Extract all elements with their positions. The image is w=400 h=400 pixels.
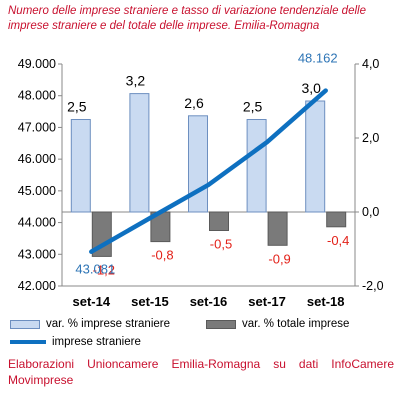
x-tick-label: set-18 — [307, 294, 345, 309]
chart-axes: 42.000 43.000 44.000 45.000 46.000 47.000 48.0… — [18, 57, 384, 309]
data-label-var-imprese-straniere: 3,2 — [126, 73, 146, 89]
legend-item-imprese-straniere: imprese straniere — [10, 334, 141, 350]
data-label-imprese-straniere-end: 48.162 — [298, 51, 338, 66]
y-left-tick-label: 42.000 — [18, 279, 56, 293]
y-left-tick-label: 46.000 — [18, 152, 56, 166]
chart-bars — [70, 93, 347, 257]
y-right-tick-label: -2,0 — [362, 279, 384, 293]
legend-label: var. % totale imprese — [242, 318, 350, 330]
data-label-var-imprese-straniere: 3,0 — [301, 80, 321, 96]
bar-var-totale-imprese — [209, 211, 229, 231]
line-imprese-straniere — [89, 88, 328, 254]
y-right-tick-label: 4,0 — [362, 57, 379, 71]
data-label-var-imprese-straniere: 2,5 — [243, 99, 263, 115]
data-label-var-totale-imprese: -0,5 — [210, 237, 232, 252]
x-tick-label: set-17 — [248, 294, 286, 309]
y-left-tick-label: 43.000 — [18, 247, 56, 261]
x-tick-label: set-14 — [73, 294, 111, 309]
source-note: Elaborazioni Unioncamere Emilia-Romagna … — [8, 357, 394, 387]
y-left-tick-label: 47.000 — [18, 120, 56, 134]
bar-var-imprese-straniere — [70, 119, 91, 213]
bar-var-imprese-straniere — [305, 100, 326, 213]
data-label-var-totale-imprese: -0,4 — [327, 233, 349, 248]
y-right-tick-label: 2,0 — [362, 131, 379, 145]
legend-label: var. % imprese straniere — [46, 318, 170, 330]
data-label-imprese-straniere-start: 43.081 — [75, 262, 115, 277]
x-tick-label: set-16 — [190, 294, 228, 309]
bar-var-imprese-straniere — [129, 93, 150, 213]
y-left-tick-label: 45.000 — [18, 184, 56, 198]
data-label-var-imprese-straniere: 2,5 — [67, 99, 87, 115]
data-label-var-totale-imprese: -1,2 — [93, 262, 115, 277]
legend-item-var-totale-imprese: var. % totale imprese — [206, 316, 349, 332]
y-left-tick-label: 48.000 — [18, 89, 56, 103]
bar-var-imprese-straniere — [188, 115, 208, 213]
bar-var-imprese-straniere — [246, 119, 267, 213]
y-right-tick-label: 0,0 — [362, 205, 379, 219]
legend-swatch-light-bar — [10, 319, 40, 329]
legend-label: imprese straniere — [52, 336, 141, 348]
bar-var-totale-imprese — [267, 211, 288, 246]
combo-chart: 42.000 43.000 44.000 45.000 46.000 47.000 48.0… — [18, 51, 384, 309]
data-label-var-imprese-straniere: 2,6 — [184, 95, 204, 111]
legend-swatch-line — [10, 340, 46, 344]
chart-title: Numero delle imprese straniere e tasso d… — [8, 5, 366, 32]
bar-var-totale-imprese — [326, 211, 347, 228]
data-label-var-totale-imprese: -0,8 — [151, 248, 173, 263]
y-left-tick-label: 44.000 — [18, 216, 56, 230]
data-label-var-totale-imprese: -0,9 — [268, 251, 290, 266]
x-tick-label: set-15 — [131, 294, 169, 309]
chart-labels: 2,5 -1,2 3,2 -0,8 2,6 -0,5 2,5 -0,9 3,0 -0,4 43.08… — [67, 51, 349, 278]
chart-line — [89, 88, 328, 254]
legend-swatch-dark-bar — [206, 319, 236, 329]
y-left-tick-label: 49.000 — [18, 57, 56, 71]
legend-item-var-imprese-straniere: var. % imprese straniere — [10, 316, 170, 332]
